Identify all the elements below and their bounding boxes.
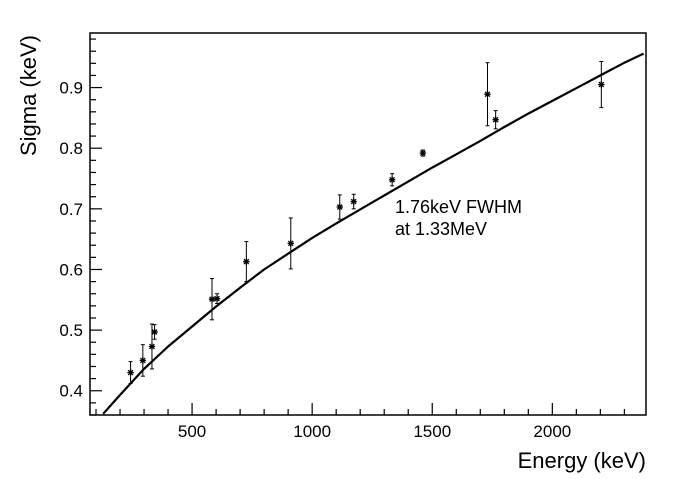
data-point: [139, 344, 147, 377]
y-tick-label: 0.6: [59, 260, 83, 279]
data-point: [287, 217, 294, 270]
data-point: [350, 193, 357, 210]
star-stroke: [484, 91, 491, 98]
x-tick-label: 2000: [533, 422, 571, 441]
data-point: [127, 361, 134, 384]
star-stroke: [598, 81, 605, 88]
annotation-line-1: 1.76keV FWHM: [395, 197, 522, 217]
star-stroke: [139, 357, 146, 364]
axis-ticks: [90, 38, 625, 416]
y-tick-label: 0.4: [59, 382, 83, 401]
plot-frame: [89, 32, 647, 416]
y-tick-label: 0.7: [59, 200, 83, 219]
data-point: [151, 324, 158, 340]
fit-curve-group: [102, 52, 645, 415]
star-marker: [336, 203, 343, 211]
star-stroke: [350, 198, 357, 205]
star-stroke: [149, 343, 155, 350]
data-point: [598, 60, 605, 109]
star-marker: [350, 198, 357, 205]
star-marker: [148, 343, 156, 350]
data-point: [419, 149, 427, 157]
star-stroke: [287, 240, 294, 247]
star-marker: [419, 149, 427, 157]
x-axis-title: Energy (keV): [518, 448, 646, 473]
star-marker: [213, 295, 221, 302]
data-point: [484, 62, 491, 127]
star-stroke: [389, 176, 395, 183]
x-tick-label: 500: [178, 422, 206, 441]
star-stroke: [209, 296, 215, 303]
star-marker: [287, 240, 294, 247]
data-points: [127, 60, 605, 384]
data-point: [243, 241, 250, 283]
data-point: [388, 173, 396, 187]
x-tick-label: 1000: [293, 422, 331, 441]
star-marker: [127, 369, 134, 376]
data-point: [213, 293, 221, 304]
star-marker: [388, 176, 396, 183]
y-tick-label: 0.9: [59, 79, 83, 98]
y-axis-title: Sigma (keV): [16, 35, 41, 156]
axis-tick-labels: 500 1000 1500 2000 0.4 0.5 0.6 0.7 0.8 0.9: [59, 79, 571, 441]
star-marker: [492, 116, 499, 123]
y-tick-label: 0.8: [59, 139, 83, 158]
x-tick-label: 1500: [413, 422, 451, 441]
y-tick-label: 0.5: [59, 321, 83, 340]
star-marker: [139, 357, 147, 364]
star-marker: [484, 91, 491, 98]
star-marker: [243, 258, 250, 265]
fit-curve: [102, 52, 645, 415]
star-stroke: [336, 204, 343, 210]
star-stroke: [420, 150, 426, 156]
star-stroke: [243, 258, 250, 265]
star-marker: [598, 81, 605, 88]
star-stroke: [214, 295, 220, 302]
data-point: [492, 110, 499, 130]
data-point: [336, 194, 343, 220]
star-stroke: [127, 369, 134, 376]
star-stroke: [151, 329, 158, 335]
annotation-line-2: at 1.33MeV: [395, 219, 487, 239]
star-stroke: [492, 116, 499, 123]
star-marker: [151, 328, 158, 336]
